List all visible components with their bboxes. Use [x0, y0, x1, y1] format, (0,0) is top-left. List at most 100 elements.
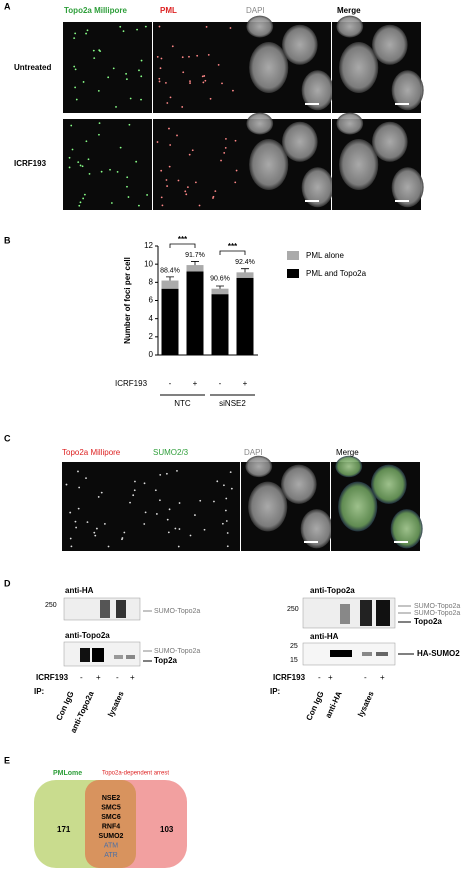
scale-bar	[305, 103, 319, 105]
focus	[73, 37, 76, 39]
scale-bar	[305, 200, 319, 202]
focus	[107, 76, 110, 79]
focus	[116, 170, 119, 173]
focus	[188, 55, 190, 58]
focus	[161, 204, 164, 207]
focus	[69, 537, 72, 540]
sign: -	[318, 673, 321, 682]
shared-item: ATR	[104, 852, 117, 859]
focus	[207, 53, 210, 56]
bar-segment	[161, 288, 179, 355]
focus	[81, 165, 84, 168]
scale-bar	[394, 541, 408, 543]
lane-label: lysates	[356, 689, 376, 718]
focus	[98, 49, 101, 51]
focus	[205, 25, 208, 28]
focus	[198, 204, 201, 207]
focus	[70, 124, 73, 127]
focus	[213, 500, 215, 503]
focus	[234, 139, 237, 142]
focus	[144, 25, 147, 28]
sign: +	[130, 673, 135, 682]
focus	[165, 472, 168, 475]
marker: 25	[290, 643, 298, 650]
focus	[98, 133, 100, 136]
focus	[93, 531, 96, 534]
nucleus	[246, 112, 274, 135]
x-tick-label: +	[243, 379, 248, 388]
lane-label: anti-HA	[324, 690, 344, 720]
x-tick-label: +	[193, 379, 198, 388]
focus	[74, 68, 77, 71]
focus	[103, 523, 106, 525]
focus	[221, 522, 224, 525]
focus	[159, 499, 161, 502]
focus	[86, 29, 89, 32]
nucleus	[245, 455, 273, 478]
focus	[85, 140, 88, 143]
focus	[65, 483, 68, 486]
focus	[189, 82, 191, 84]
shared-item: SMC5	[101, 804, 121, 811]
focus	[181, 106, 184, 108]
count: 103	[160, 825, 174, 834]
focus	[110, 202, 113, 204]
y-tick-label: 6	[149, 296, 154, 305]
panel-label: B	[4, 235, 11, 245]
focus	[232, 89, 234, 92]
y-tick-label: 12	[144, 241, 153, 250]
focus	[216, 480, 219, 483]
focus	[189, 80, 191, 83]
micrograph	[151, 462, 240, 551]
focus	[202, 81, 205, 84]
focus	[184, 190, 187, 193]
focus	[165, 179, 168, 181]
column-header: SUMO2/3	[153, 448, 189, 457]
focus	[122, 30, 125, 33]
nucleus	[249, 42, 289, 93]
panel-label: A	[4, 1, 11, 11]
focus	[178, 502, 181, 504]
focus	[97, 89, 100, 92]
micrograph	[63, 119, 152, 210]
bar-segment	[211, 294, 229, 355]
focus	[155, 513, 158, 515]
band-label: Topo2a	[414, 617, 442, 626]
focus	[100, 491, 103, 494]
annotation: 91.7%	[185, 252, 205, 259]
focus	[225, 520, 228, 522]
focus	[143, 482, 146, 485]
focus	[204, 79, 207, 82]
focus	[126, 185, 128, 188]
scale-bar	[395, 200, 409, 202]
western-blots: D anti-HA 250 SUMO-Topo2a anti-Topo2a SU…	[4, 578, 460, 734]
focus	[169, 96, 172, 99]
treatment-label: ICRF193	[36, 673, 69, 682]
focus	[74, 32, 77, 35]
focus	[159, 474, 162, 476]
shared-list: NSE2 SMC5 SMC6 RNF4 SUMO2 ATM ATR	[99, 795, 124, 859]
annotation: 90.6%	[210, 276, 230, 283]
focus	[93, 57, 96, 60]
band-label: HA-SUMO2	[417, 649, 460, 658]
focus	[133, 489, 136, 492]
focus	[194, 181, 197, 184]
treatment-label: ICRF193	[273, 673, 306, 682]
set-label: Topo2a-dependent arrest	[102, 771, 169, 777]
nucleus	[248, 481, 288, 532]
focus	[74, 86, 77, 89]
focus	[225, 497, 228, 500]
focus	[169, 144, 172, 146]
focus	[178, 528, 181, 530]
focus	[224, 509, 227, 512]
nucleus	[338, 481, 378, 532]
focus	[171, 45, 174, 48]
y-tick-label: 8	[149, 277, 154, 286]
focus	[199, 499, 202, 502]
focus	[176, 469, 178, 472]
nucleus	[301, 70, 334, 111]
group-label: siNSE2	[219, 399, 246, 408]
focus	[209, 97, 212, 100]
nucleus	[335, 455, 363, 478]
